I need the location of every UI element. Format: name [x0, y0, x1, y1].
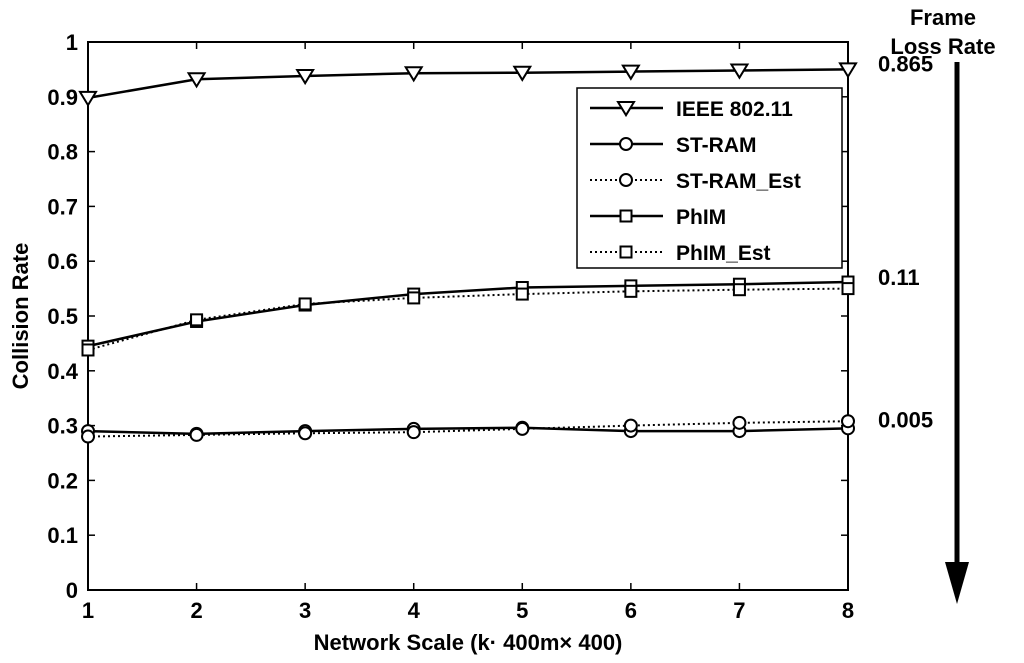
legend-label: PhIM_Est	[676, 242, 771, 265]
square-marker	[624, 284, 638, 298]
circle-marker	[406, 425, 421, 440]
series-layer	[78, 62, 858, 444]
legend-entry: PhIM_Est	[590, 242, 771, 265]
triangle-marker	[403, 66, 424, 83]
y-tick-label: 0.8	[47, 140, 78, 165]
triangle-marker	[621, 64, 641, 81]
legend-label: PhIM	[676, 206, 726, 229]
x-tick-label: 1	[82, 598, 94, 623]
series-line	[87, 68, 849, 100]
square-marker	[190, 313, 204, 327]
x-tick-label: 2	[190, 598, 202, 623]
series-line	[87, 420, 849, 438]
circle-marker	[841, 414, 855, 429]
series-line	[87, 287, 849, 351]
y-tick-label: 0.6	[47, 249, 78, 274]
legend-entry: PhIM	[590, 206, 726, 229]
square-marker	[732, 283, 746, 297]
x-tick-label: 4	[408, 598, 421, 623]
legend-label: ST-RAM	[676, 134, 757, 157]
x-axis: 1 2 3 4 5 6 7 8	[82, 42, 854, 623]
frame-loss-rate-title-line1: Frame	[910, 5, 976, 30]
square-marker	[841, 282, 855, 296]
frame-loss-rate-value: 0.865	[878, 51, 933, 76]
y-tick-label: 0.7	[47, 194, 78, 219]
x-tick-label: 8	[842, 598, 854, 623]
series-st-ram-est	[81, 414, 855, 444]
x-axis-title: Network Scale (k· 400m× 400)	[314, 630, 623, 655]
triangle-marker	[186, 72, 207, 89]
square-marker	[81, 343, 95, 357]
frame-loss-rate-value: 0.11	[878, 265, 920, 290]
frame-loss-rate-annotation: Frame Loss Rate 0.865 0.11 0.005	[878, 5, 996, 604]
series-line	[87, 426, 849, 436]
legend-entry: IEEE 802.11	[590, 98, 793, 121]
frame-loss-rate-arrow-head	[945, 562, 969, 604]
series-line	[87, 280, 849, 348]
frame-loss-rate-value: 0.005	[878, 408, 933, 433]
y-tick-label: 0.1	[47, 523, 78, 548]
x-tick-label: 5	[516, 598, 528, 623]
triangle-marker	[512, 65, 533, 82]
square-marker	[619, 245, 633, 259]
square-marker	[407, 291, 421, 305]
square-marker	[298, 297, 312, 311]
triangle-marker	[295, 68, 315, 86]
x-tick-label: 6	[625, 598, 637, 623]
circle-marker	[732, 415, 747, 430]
triangle-marker	[838, 62, 858, 79]
legend-label: IEEE 802.11	[676, 98, 793, 121]
square-marker	[619, 209, 633, 223]
triangle-marker	[616, 101, 636, 118]
legend-entry: ST-RAM	[590, 134, 757, 157]
y-axis: 0 0.1 0.2 0.3 0.4 0.5 0.6 0.7 0.8 0.9 1	[47, 30, 848, 603]
legend-entry: ST-RAM_Est	[590, 170, 801, 193]
circle-marker	[623, 418, 638, 433]
series-ieee-802-11	[78, 62, 858, 108]
x-tick-label: 7	[733, 598, 745, 623]
legend-label: ST-RAM_Est	[676, 170, 801, 193]
triangle-marker	[78, 90, 98, 108]
circle-marker	[619, 137, 633, 151]
circle-marker	[515, 421, 530, 436]
frame-loss-rate-title-line2: Loss Rate	[890, 34, 995, 59]
circle-marker	[81, 429, 95, 444]
circle-marker	[619, 173, 633, 187]
y-tick-label: 0.2	[47, 468, 78, 493]
circle-marker	[189, 427, 204, 442]
y-tick-label: 0	[66, 578, 78, 603]
y-tick-label: 0.5	[47, 304, 78, 329]
y-tick-label: 0.3	[47, 414, 78, 439]
y-axis-title: Collision Rate	[8, 243, 33, 390]
triangle-marker	[729, 63, 750, 80]
y-tick-label: 0.4	[47, 359, 78, 384]
y-tick-label: 1	[66, 30, 78, 55]
circle-marker	[298, 426, 313, 441]
x-tick-label: 3	[299, 598, 311, 623]
y-tick-label: 0.9	[47, 85, 78, 110]
series-phim-est	[81, 282, 855, 357]
square-marker	[515, 287, 529, 301]
legend: IEEE 802.11 ST-RAM ST-RAM_Est PhIM PhIM_Est	[576, 87, 843, 269]
